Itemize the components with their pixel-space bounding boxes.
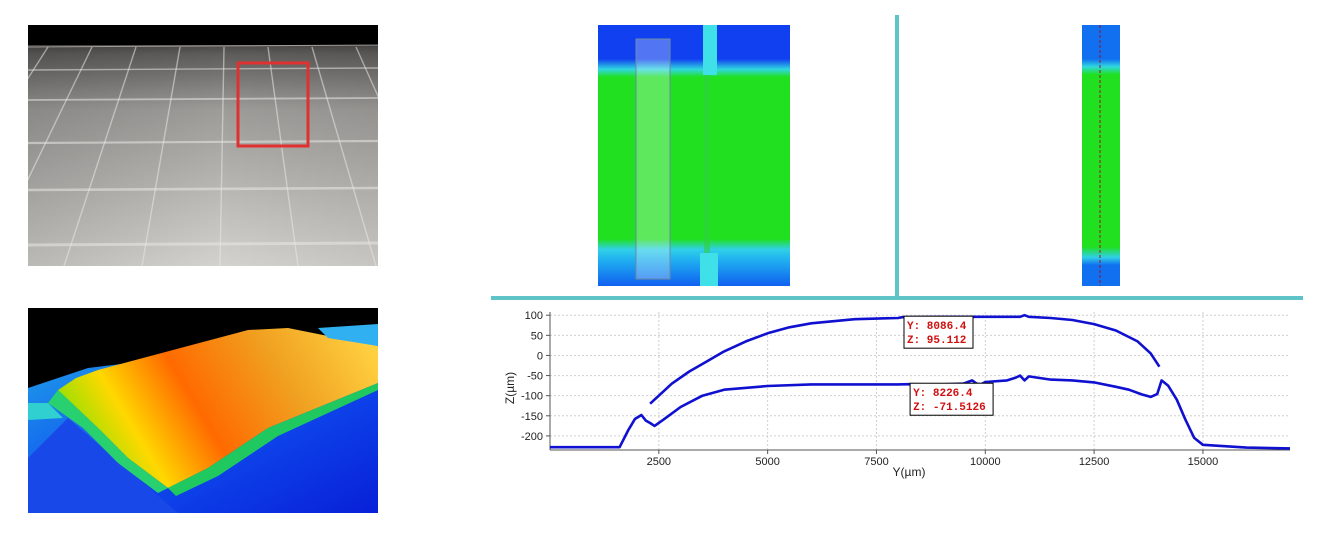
- tile-grout-line: [63, 46, 137, 266]
- horizontal-divider: [491, 296, 1303, 300]
- annotation-y-value: Y: 8086.4: [907, 321, 967, 333]
- vertical-divider: [895, 15, 899, 296]
- selection-box: [236, 61, 310, 148]
- profile-chart: 2500 5000 7500 10000 12500 15000 100 50 0 -50 -100…: [491, 300, 1303, 486]
- tile-grout-line: [355, 46, 378, 98]
- x-tick-label: 10000: [970, 456, 1001, 468]
- annotation-y-value: Y: 8226.4: [913, 388, 973, 400]
- y-axis-label: Z(µm): [503, 372, 517, 404]
- x-tick-label: 5000: [755, 456, 779, 468]
- annotation-z-value: Z: -71.5126: [913, 402, 986, 414]
- tile-grout-line: [28, 67, 378, 71]
- y-tick-label: -150: [521, 411, 543, 423]
- y-tick-label: 100: [525, 310, 543, 322]
- tile-grout-line: [219, 46, 225, 266]
- x-tick-label: 7500: [864, 456, 888, 468]
- y-tick-label: -100: [521, 391, 543, 403]
- tile-grout-line: [28, 97, 378, 101]
- annotation-z-value: Z: 95.112: [907, 335, 966, 347]
- x-tick-label: 12500: [1079, 456, 1110, 468]
- height-heatmap-right: [1082, 25, 1120, 286]
- y-tick-label: -50: [527, 371, 543, 383]
- selection-band: [635, 38, 671, 280]
- y-tick-label: -200: [521, 431, 543, 443]
- tile-grout-line: [28, 186, 378, 192]
- tile-grout-line: [311, 46, 377, 266]
- profile-series-1: [649, 313, 1161, 405]
- annotation-box: [903, 315, 974, 349]
- x-tick-label: 2500: [647, 456, 671, 468]
- tile-grout-line: [28, 139, 378, 145]
- tile-grout-line: [28, 241, 378, 247]
- tile-grout-line: [28, 44, 378, 48]
- y-tick-label: 50: [531, 330, 543, 342]
- y-tick-label: 0: [537, 350, 543, 362]
- tile-grout-line: [28, 46, 93, 181]
- height-map-3d-render: [28, 308, 378, 513]
- tile-grout-line: [267, 46, 299, 266]
- x-axis-label: Y(µm): [893, 465, 926, 479]
- height-heatmap-left: [598, 25, 790, 286]
- annotation-box: [909, 382, 994, 416]
- tile-grout-line: [141, 46, 181, 266]
- surface-photo: [28, 25, 378, 266]
- x-tick-label: 15000: [1188, 456, 1219, 468]
